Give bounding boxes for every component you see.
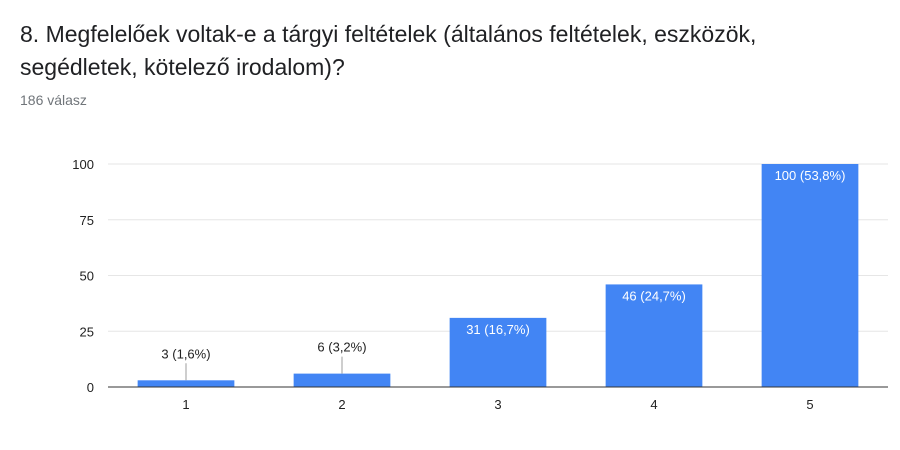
y-tick-label: 0 (87, 380, 94, 395)
y-tick-label: 50 (80, 269, 94, 284)
data-label: 100 (53,8%) (775, 168, 846, 183)
data-label: 46 (24,7%) (622, 288, 686, 303)
data-label: 31 (16,7%) (466, 322, 530, 337)
y-tick-label: 25 (80, 324, 94, 339)
data-label: 3 (1,6%) (161, 346, 210, 361)
bar (761, 164, 859, 387)
bar (293, 373, 391, 387)
data-label: 6 (3,2%) (317, 340, 366, 355)
bar (137, 380, 235, 387)
response-count: 186 válasz (20, 92, 87, 108)
x-tick-label: 5 (806, 397, 813, 412)
x-tick-label: 1 (182, 397, 189, 412)
question-title: 8. Megfelelőek voltak-e a tárgyi feltéte… (20, 21, 757, 80)
y-tick-label: 100 (72, 157, 94, 172)
x-tick-label: 3 (494, 397, 501, 412)
x-tick-label: 4 (650, 397, 657, 412)
x-tick-label: 2 (338, 397, 345, 412)
y-tick-label: 75 (80, 213, 94, 228)
bar (449, 317, 547, 387)
bar (605, 284, 703, 387)
